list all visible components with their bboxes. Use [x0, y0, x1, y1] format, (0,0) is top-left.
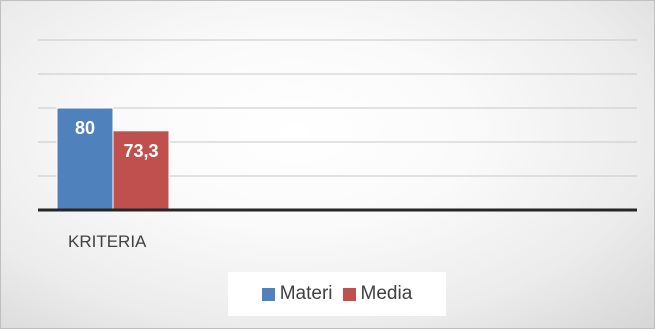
data-label-media: 73,3	[123, 141, 158, 161]
legend-label-media: Media	[360, 283, 413, 304]
legend-label-materi: Materi	[279, 283, 333, 304]
legend-item-media: Media	[342, 283, 413, 305]
bar-media	[112, 130, 170, 211]
legend-swatch-media	[342, 287, 356, 301]
x-category-label: KRITERIA	[68, 232, 147, 251]
legend-item-materi: Materi	[261, 283, 333, 305]
legend: Materi Media	[228, 272, 446, 316]
legend-swatch-materi	[261, 287, 275, 301]
data-label-materi: 80	[75, 118, 95, 138]
